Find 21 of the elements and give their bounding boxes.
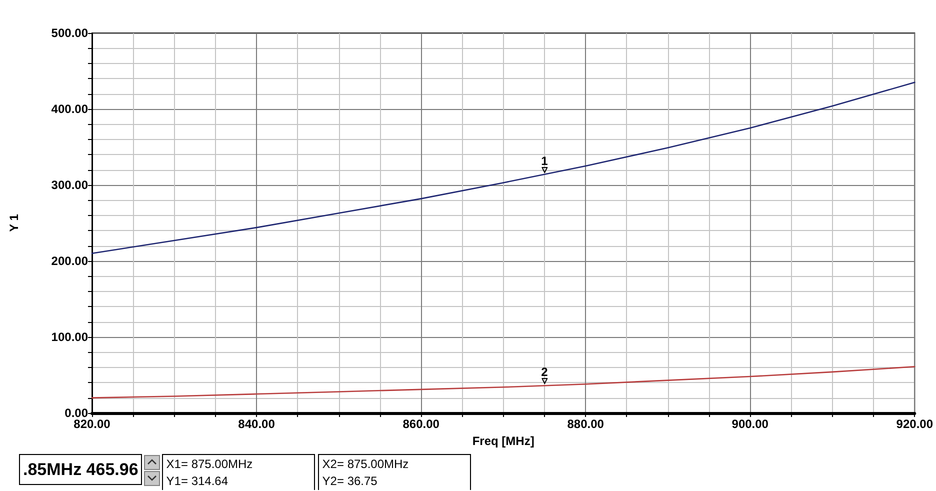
x-tick-label: 860.00 [402, 417, 440, 431]
y-tick-label: 0.00 [64, 406, 88, 420]
annotation: 1 [541, 154, 548, 168]
y-tick-label: 300.00 [51, 178, 88, 192]
x-axis-title: Freq [MHz] [472, 434, 534, 448]
x-tick-label: 820.00 [74, 417, 111, 431]
line-series [91, 366, 916, 398]
y-tick-label: 100.00 [51, 330, 88, 344]
line-series [91, 82, 916, 254]
y-axis-title: Y 1 [7, 214, 21, 232]
text: Y2= 36.75 [322, 473, 378, 490]
annotation: 2 [541, 365, 548, 380]
text: .85MHz 465.96 [19, 454, 142, 485]
y-tick-label: 200.00 [51, 254, 88, 268]
x-tick-label: 880.00 [567, 417, 604, 431]
y-tick-label: 500.00 [51, 26, 88, 40]
text: X2= 875.00MHz [322, 456, 410, 473]
x-tick-label: 840.00 [238, 417, 276, 431]
x-tick-label: 900.00 [732, 417, 769, 431]
y-tick-label: 400.00 [51, 102, 88, 116]
x-tick-label: 920.00 [896, 417, 934, 431]
